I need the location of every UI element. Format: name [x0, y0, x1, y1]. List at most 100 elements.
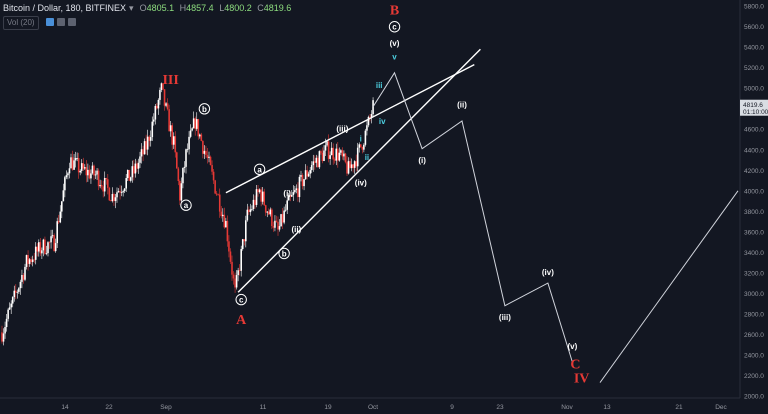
- candle-body: [283, 210, 285, 223]
- x-tick-label: 11: [260, 404, 267, 411]
- candle-body: [87, 169, 89, 176]
- symbol-label[interactable]: Bitcoin / Dollar, 180, BITFINEX: [3, 3, 127, 13]
- wave-label-major: IV: [574, 372, 590, 387]
- candle-body: [57, 221, 60, 223]
- candle-body: [367, 116, 370, 126]
- candle-body: [205, 150, 207, 155]
- candle-body: [2, 333, 5, 342]
- candle-body: [353, 161, 356, 168]
- candle-body: [246, 209, 249, 221]
- candle-body: [192, 118, 195, 129]
- candle-body: [350, 164, 353, 169]
- candle-body: [335, 148, 338, 161]
- candle-body: [333, 159, 336, 161]
- candle-body: [318, 151, 321, 168]
- candle-body: [153, 119, 155, 122]
- y-tick-label: 4200.0: [744, 168, 764, 175]
- candle-body: [11, 297, 14, 304]
- candle-body: [131, 166, 134, 178]
- wave-label-circled: c: [239, 296, 244, 305]
- candle-body: [269, 209, 272, 215]
- candle-body: [139, 156, 141, 163]
- candle-body: [74, 158, 77, 161]
- candle-body: [332, 147, 334, 160]
- candle-body: [62, 190, 65, 202]
- wave-label-major: B: [390, 3, 399, 18]
- candle-body: [107, 179, 109, 188]
- candle-body: [225, 220, 227, 228]
- candle-body: [327, 141, 330, 159]
- candle-body: [165, 103, 167, 106]
- high-key: H: [179, 3, 187, 13]
- wave-label-circle: [180, 199, 192, 211]
- candle-body: [45, 253, 48, 254]
- candle-body: [199, 134, 201, 137]
- candle-body: [130, 177, 132, 181]
- candle-body: [176, 152, 178, 169]
- candle-body: [258, 189, 261, 193]
- chevron-down-icon[interactable]: ▾: [129, 3, 134, 13]
- candle-body: [315, 157, 318, 163]
- low-key: L: [219, 3, 225, 13]
- candle-body: [97, 170, 100, 187]
- y-tick-label: 2600.0: [744, 332, 764, 339]
- y-tick-label: 2000.0: [744, 393, 764, 400]
- volume-indicator[interactable]: Vol (20): [3, 16, 76, 30]
- candle-body: [286, 200, 288, 210]
- candle-body: [113, 193, 115, 202]
- candle-body: [172, 136, 175, 145]
- wave-label-minor: (iii): [336, 124, 348, 133]
- eye-icon[interactable]: [45, 18, 54, 26]
- high-value: 4857.4: [186, 3, 214, 13]
- x-tick-label: 14: [61, 404, 69, 411]
- candle-body: [197, 119, 200, 137]
- candle-body: [274, 220, 276, 228]
- candle-body: [255, 189, 258, 205]
- candle-body: [191, 128, 193, 131]
- y-tick-label: 5000.0: [744, 86, 764, 93]
- wave-label-minor: iii: [376, 81, 383, 90]
- candle-body: [24, 266, 26, 280]
- candle-body: [38, 242, 40, 252]
- candle-body: [179, 181, 181, 201]
- x-tick-label: 19: [324, 404, 332, 411]
- candle-body: [326, 141, 328, 146]
- candle-body: [337, 148, 339, 161]
- wave-line-channel-lower: [237, 48, 481, 293]
- y-tick-label: 4400.0: [744, 147, 764, 154]
- candle-body: [271, 209, 273, 226]
- candle-body: [356, 147, 359, 167]
- candle-body: [56, 221, 58, 244]
- candle-body: [228, 241, 230, 252]
- candle-body: [33, 259, 35, 261]
- candle-body: [297, 188, 299, 198]
- candle-body: [137, 162, 140, 169]
- candle-body: [309, 170, 311, 174]
- close-icon[interactable]: [67, 18, 76, 26]
- candle-body: [70, 157, 72, 169]
- candle-body: [61, 201, 63, 212]
- candle-body: [268, 211, 270, 215]
- close-value: 4819.6: [263, 3, 292, 13]
- candle-body: [295, 188, 298, 191]
- candle-body: [223, 214, 226, 228]
- wave-label-minor: (i): [283, 189, 291, 198]
- candle-body: [177, 168, 180, 182]
- candle-body: [209, 156, 212, 166]
- candle-body: [372, 100, 374, 115]
- wave-label-circled: b: [202, 105, 207, 114]
- candle-body: [214, 180, 216, 194]
- candle-body: [317, 157, 319, 168]
- x-tick-label: Dec: [715, 404, 727, 411]
- candle-body: [108, 187, 111, 201]
- wave-labels: IIIbaacAb(i)(ii)(iii)(iv)iiiiiiivv(v)cB(…: [162, 3, 589, 386]
- gear-icon[interactable]: [56, 18, 65, 26]
- candle-body: [28, 259, 31, 264]
- candle-body: [292, 192, 295, 195]
- candle-body: [41, 250, 43, 254]
- candle-body: [298, 176, 301, 198]
- candle-body: [133, 166, 135, 174]
- candle-body: [307, 173, 310, 177]
